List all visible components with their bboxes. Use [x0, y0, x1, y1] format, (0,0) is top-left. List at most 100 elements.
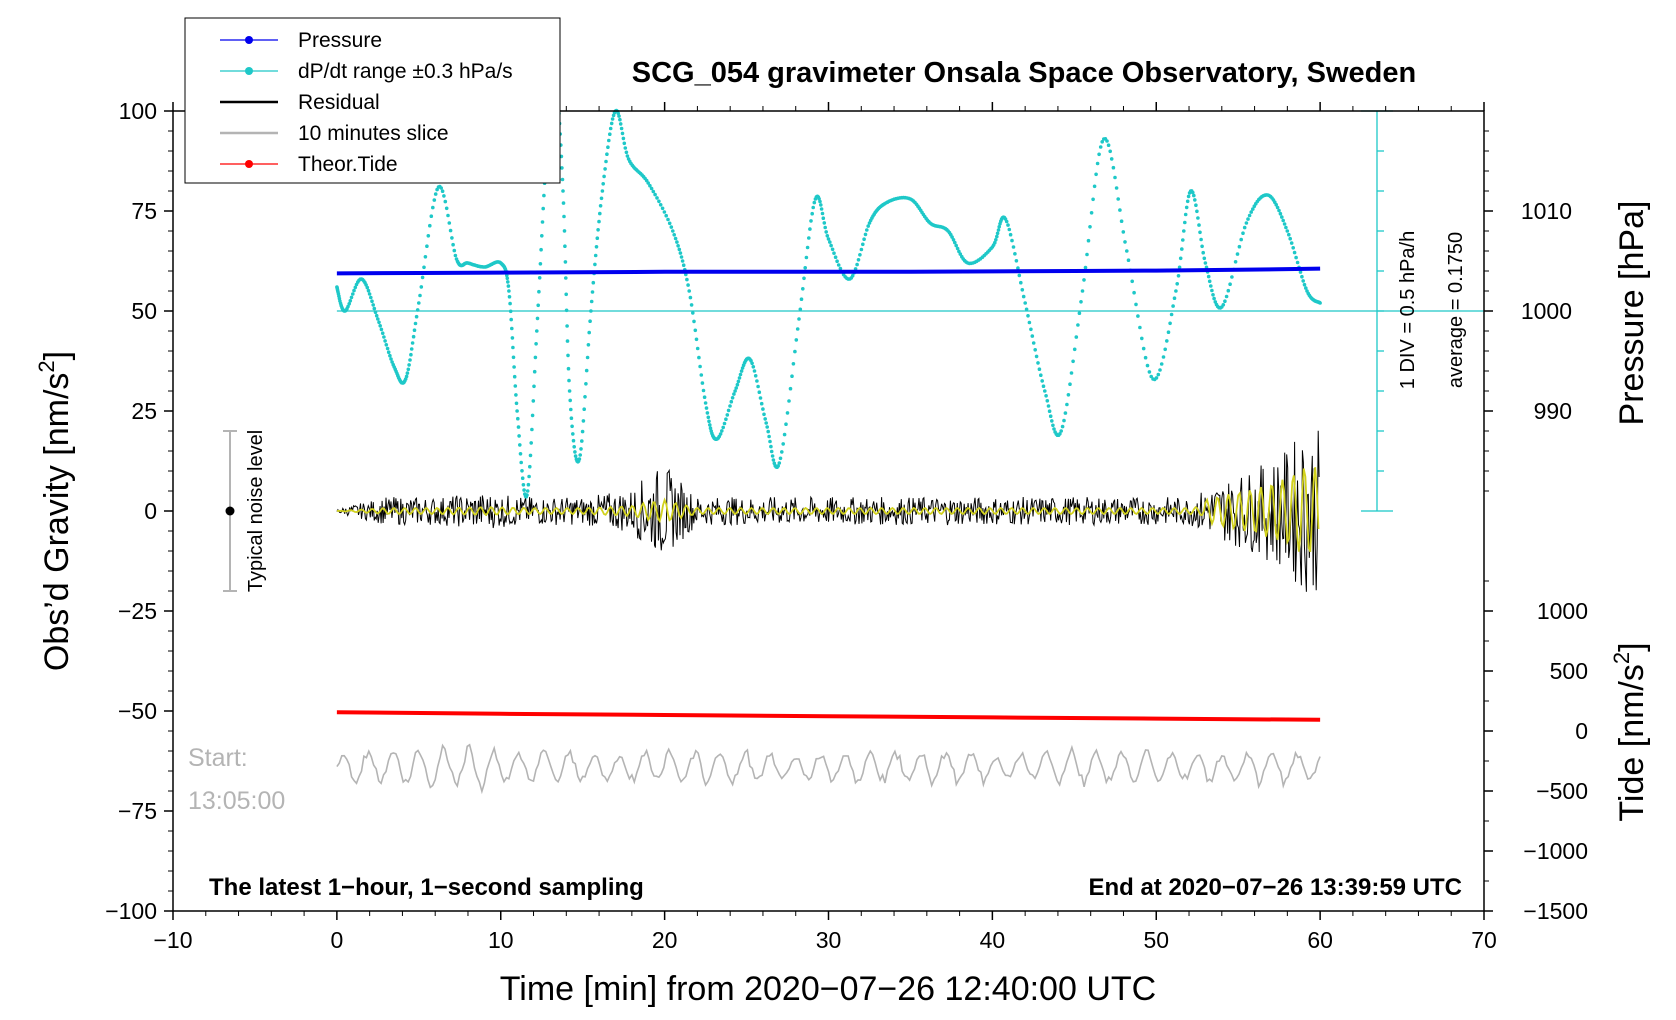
dpdt-point	[861, 242, 865, 247]
dpdt-point	[378, 324, 383, 328]
dpdt-point	[1183, 212, 1188, 217]
dpdt-point	[1239, 237, 1243, 242]
dpdt-point	[624, 150, 629, 155]
dpdt-point	[1095, 161, 1100, 166]
legend-label: Theor.Tide	[298, 153, 398, 176]
dpdt-point	[1044, 394, 1048, 398]
dpdt-point	[1047, 409, 1052, 414]
dpdt-point	[1004, 219, 1009, 224]
dpdt-point	[619, 126, 624, 131]
dpdt-point	[417, 301, 421, 305]
dpdt-point	[672, 233, 676, 237]
dpdt-point	[534, 342, 538, 346]
residual-smoothed-line	[336, 467, 1320, 553]
dpdt-point	[1017, 273, 1022, 278]
dpdt-point	[761, 407, 765, 411]
dpdt-point	[1241, 231, 1245, 235]
dpdt-point	[383, 339, 387, 343]
dpdt-point	[405, 371, 410, 375]
dpdt-point	[406, 367, 411, 372]
dpdt-point	[561, 201, 566, 205]
dpdt-point	[1069, 371, 1074, 375]
dpdt-point	[791, 362, 796, 366]
dpdt-point	[1207, 279, 1212, 284]
dpdt-point	[1156, 372, 1161, 377]
legend-label: dP/dt range ±0.3 hPa/s	[298, 60, 513, 83]
dpdt-point	[618, 122, 623, 126]
dpdt-point	[1209, 284, 1213, 288]
dpdt-point	[669, 225, 674, 229]
dpdt-point	[1295, 260, 1300, 265]
series-layer	[335, 108, 1322, 795]
dpdt-point	[512, 365, 516, 369]
dpdt-point	[756, 384, 760, 389]
dpdt-point	[599, 196, 604, 201]
dpdt-point	[802, 276, 806, 281]
dpdt-point	[1147, 370, 1152, 374]
dpdt-point	[1169, 312, 1174, 317]
dpdt-point	[778, 456, 783, 461]
dpdt-point	[617, 114, 621, 118]
dpdt-point	[1116, 197, 1120, 201]
tide-tick-label: 500	[1550, 658, 1588, 684]
dpdt-point	[1039, 373, 1043, 378]
dpdt-point	[448, 228, 453, 233]
dpdt-point	[771, 458, 776, 462]
dpdt-point	[1092, 184, 1097, 189]
dpdt-point	[793, 349, 797, 354]
dpdt-point	[532, 369, 537, 374]
dpdt-point	[511, 355, 516, 360]
dpdt-point	[1149, 374, 1153, 379]
dpdt-point	[1288, 236, 1292, 241]
dpdt-point	[757, 390, 762, 395]
dpdt-point	[382, 335, 386, 339]
dpdt-point	[693, 328, 698, 333]
dpdt-point	[726, 408, 731, 413]
dpdt-point	[649, 186, 654, 191]
dpdt-point	[513, 384, 518, 388]
dpdt-point	[443, 199, 448, 204]
dpdt-point	[570, 424, 574, 429]
dpdt-point	[1006, 223, 1010, 227]
dpdt-point	[1165, 339, 1169, 343]
dpdt-point	[722, 421, 727, 426]
dpdt-point	[1086, 238, 1091, 243]
dpdt-point	[532, 384, 536, 389]
dpdt-point	[692, 319, 696, 324]
dpdt-point	[566, 366, 571, 371]
dpdt-point	[1182, 229, 1186, 233]
dpdt-point	[593, 253, 598, 258]
dpdt-point	[411, 334, 416, 339]
dpdt-point	[705, 411, 710, 415]
dpdt-point	[832, 251, 836, 255]
dpdt-point	[687, 289, 691, 293]
dpdt-point	[1040, 379, 1044, 383]
dpdt-point	[1045, 399, 1050, 403]
dpdt-point	[785, 411, 790, 415]
dpdt-point	[517, 434, 521, 438]
dpdt-point	[795, 327, 800, 331]
dpdt-point	[1159, 362, 1164, 366]
dpdt-point	[811, 205, 815, 210]
dpdt-point	[507, 289, 511, 293]
dpdt-point	[750, 361, 754, 366]
dpdt-point	[564, 292, 568, 297]
dpdt-point	[407, 363, 411, 367]
x-tick-label: 30	[816, 927, 842, 953]
dpdt-point	[689, 303, 694, 307]
dpdt-point	[1031, 341, 1036, 345]
dpdt-point	[365, 285, 370, 290]
dpdt-point	[418, 293, 422, 298]
dpdt-point	[1026, 314, 1030, 318]
dpdt-point	[351, 292, 355, 296]
noise-label: Typical noise level	[245, 430, 267, 592]
dpdt-point	[1161, 355, 1166, 359]
dpdt-point	[601, 182, 605, 186]
dpdt-point	[1298, 270, 1303, 274]
dpdt-point	[995, 234, 999, 239]
dpdt-point	[1226, 288, 1231, 293]
dpdt-point	[440, 189, 445, 193]
dpdt-point	[1094, 172, 1098, 177]
dpdt-point	[511, 345, 515, 350]
